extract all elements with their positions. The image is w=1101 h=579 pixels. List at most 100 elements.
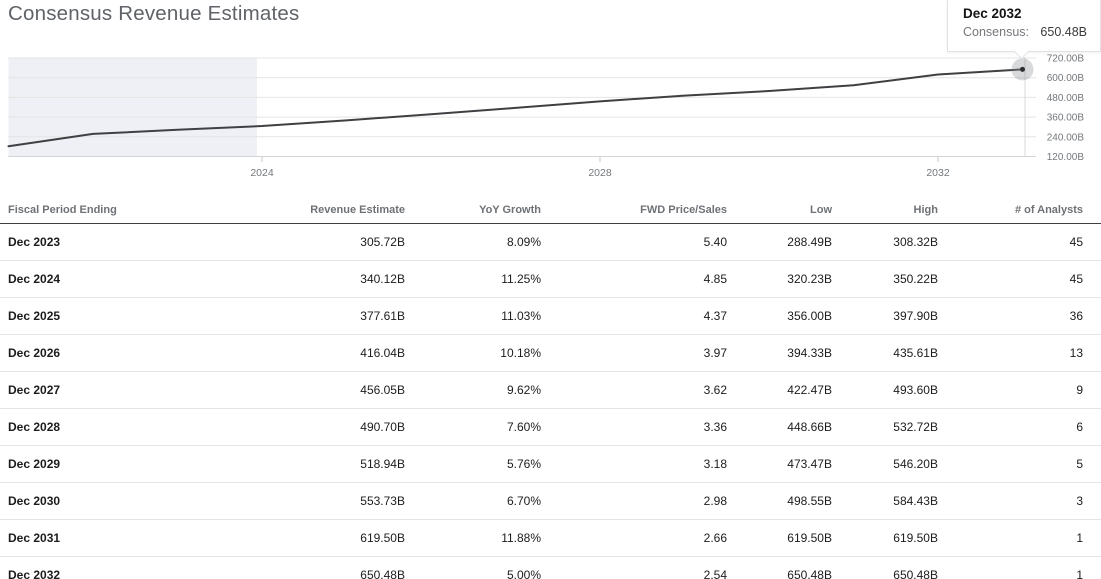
revenue-estimate-cell: 377.61B	[250, 297, 405, 335]
revenue-estimate-cell: 650.48B	[250, 556, 405, 579]
tooltip-consensus-label: Consensus:	[963, 25, 1030, 39]
revenue-line	[7, 68, 1024, 148]
column-header-revenue-estimate: Revenue Estimate	[250, 196, 405, 224]
table-row: Dec 2032 650.48B 5.00% 2.54 650.48B 650.48B 1	[0, 556, 1101, 579]
y-axis-label: 120.00B	[1047, 152, 1085, 163]
analysts-cell: 45	[938, 223, 1101, 261]
period-cell: Dec 2032	[0, 556, 250, 579]
high-cell: 435.61B	[832, 334, 938, 372]
fwd-price-sales-cell: 2.66	[541, 519, 727, 557]
analysts-cell: 9	[938, 371, 1101, 409]
low-cell: 448.66B	[727, 408, 832, 446]
fwd-price-sales-cell: 4.37	[541, 297, 727, 335]
high-cell: 308.32B	[832, 223, 938, 261]
fwd-price-sales-cell: 2.54	[541, 556, 727, 579]
column-header-fwd-price-sales: FWD Price/Sales	[541, 196, 727, 224]
page-title: Consensus Revenue Estimates	[8, 2, 300, 25]
column-header-high: High	[832, 196, 938, 224]
column-header-of-analysts: # of Analysts	[938, 196, 1101, 224]
table-row: Dec 2025 377.61B 11.03% 4.37 356.00B 397.90B 3…	[0, 297, 1101, 335]
period-cell: Dec 2031	[0, 519, 250, 557]
analysts-cell: 3	[938, 482, 1101, 520]
fwd-price-sales-cell: 4.85	[541, 260, 727, 298]
estimates-table-grid: Fiscal Period Ending Revenue Estimate YoY …	[0, 196, 1101, 579]
table-row: Dec 2028 490.70B 7.60% 3.36 448.66B 532.72B 6	[0, 408, 1101, 446]
x-axis-label: 2032	[926, 167, 950, 179]
yoy-growth-cell: 6.70%	[405, 482, 541, 520]
y-axis-label: 720.00B	[1047, 54, 1085, 65]
table-row: Dec 2026 416.04B 10.18% 3.97 394.33B 435.61B 1…	[0, 334, 1101, 372]
y-axis-label: 360.00B	[1047, 113, 1085, 124]
low-cell: 320.23B	[727, 260, 832, 298]
yoy-growth-cell: 8.09%	[405, 223, 541, 261]
yoy-growth-cell: 5.76%	[405, 445, 541, 483]
low-cell: 498.55B	[727, 482, 832, 520]
estimates-table: Fiscal Period Ending Revenue Estimate YoY …	[0, 196, 1101, 579]
table-header-row: Fiscal Period Ending Revenue Estimate YoY …	[0, 196, 1101, 224]
tooltip-period: Dec 2032	[963, 6, 1022, 21]
period-cell: Dec 2024	[0, 260, 250, 298]
y-axis-label: 600.00B	[1047, 73, 1085, 84]
revenue-estimates-chart[interactable]: 720.00B 600.00B 480.00B 360.00B 240.00B 120.0…	[0, 0, 1101, 192]
analysts-cell: 1	[938, 556, 1101, 579]
analysts-cell: 13	[938, 334, 1101, 372]
tooltip-consensus-value: 650.48B	[1040, 25, 1087, 39]
period-cell: Dec 2027	[0, 371, 250, 409]
y-axis-label: 240.00B	[1047, 132, 1085, 143]
low-cell: 394.33B	[727, 334, 832, 372]
yoy-growth-cell: 5.00%	[405, 556, 541, 579]
table-row: Dec 2023 305.72B 8.09% 5.40 288.49B 308.32B 45	[0, 223, 1101, 261]
low-cell: 422.47B	[727, 371, 832, 409]
yoy-growth-cell: 9.62%	[405, 371, 541, 409]
low-cell: 288.49B	[727, 223, 832, 261]
table-row: Dec 2027 456.05B 9.62% 3.62 422.47B 493.60B 9	[0, 371, 1101, 409]
revenue-estimate-cell: 553.73B	[250, 482, 405, 520]
table-row: Dec 2031 619.50B 11.88% 2.66 619.50B 619.50B 1	[0, 519, 1101, 557]
yoy-growth-cell: 11.25%	[405, 260, 541, 298]
table-row: Dec 2030 553.73B 6.70% 2.98 498.55B 584.43B 3	[0, 482, 1101, 520]
yoy-growth-cell: 11.03%	[405, 297, 541, 335]
fwd-price-sales-cell: 3.62	[541, 371, 727, 409]
y-axis-label: 480.00B	[1047, 93, 1085, 104]
period-cell: Dec 2029	[0, 445, 250, 483]
high-cell: 619.50B	[832, 519, 938, 557]
revenue-estimate-cell: 416.04B	[250, 334, 405, 372]
yoy-growth-cell: 10.18%	[405, 334, 541, 372]
revenue-estimate-cell: 518.94B	[250, 445, 405, 483]
high-cell: 397.90B	[832, 297, 938, 335]
high-cell: 650.48B	[832, 556, 938, 579]
high-cell: 350.22B	[832, 260, 938, 298]
analysts-cell: 45	[938, 260, 1101, 298]
highlight-point[interactable]	[1020, 66, 1025, 72]
period-cell: Dec 2025	[0, 297, 250, 335]
high-cell: 532.72B	[832, 408, 938, 446]
period-cell: Dec 2023	[0, 223, 250, 261]
fwd-price-sales-cell: 3.36	[541, 408, 727, 446]
fwd-price-sales-cell: 2.98	[541, 482, 727, 520]
revenue-estimate-cell: 456.05B	[250, 371, 405, 409]
fwd-price-sales-cell: 3.18	[541, 445, 727, 483]
fwd-price-sales-cell: 5.40	[541, 223, 727, 261]
low-cell: 650.48B	[727, 556, 832, 579]
high-cell: 546.20B	[832, 445, 938, 483]
low-cell: 356.00B	[727, 297, 832, 335]
column-header-yoy-growth: YoY Growth	[405, 196, 541, 224]
x-axis-label: 2028	[588, 167, 612, 179]
yoy-growth-cell: 7.60%	[405, 408, 541, 446]
yoy-growth-cell: 11.88%	[405, 519, 541, 557]
revenue-estimate-cell: 305.72B	[250, 223, 405, 261]
revenue-estimate-cell: 490.70B	[250, 408, 405, 446]
tooltip-consensus-row: Consensus: 650.48B	[963, 25, 1087, 39]
low-cell: 619.50B	[727, 519, 832, 557]
analysts-cell: 1	[938, 519, 1101, 557]
period-cell: Dec 2030	[0, 482, 250, 520]
chart-tooltip: Dec 2032 Consensus: 650.48B	[947, 0, 1101, 60]
analysts-cell: 6	[938, 408, 1101, 446]
low-cell: 473.47B	[727, 445, 832, 483]
table-row: Dec 2029 518.94B 5.76% 3.18 473.47B 546.20B 5	[0, 445, 1101, 483]
high-cell: 584.43B	[832, 482, 938, 520]
analysts-cell: 36	[938, 297, 1101, 335]
high-cell: 493.60B	[832, 371, 938, 409]
column-header-low: Low	[727, 196, 832, 224]
